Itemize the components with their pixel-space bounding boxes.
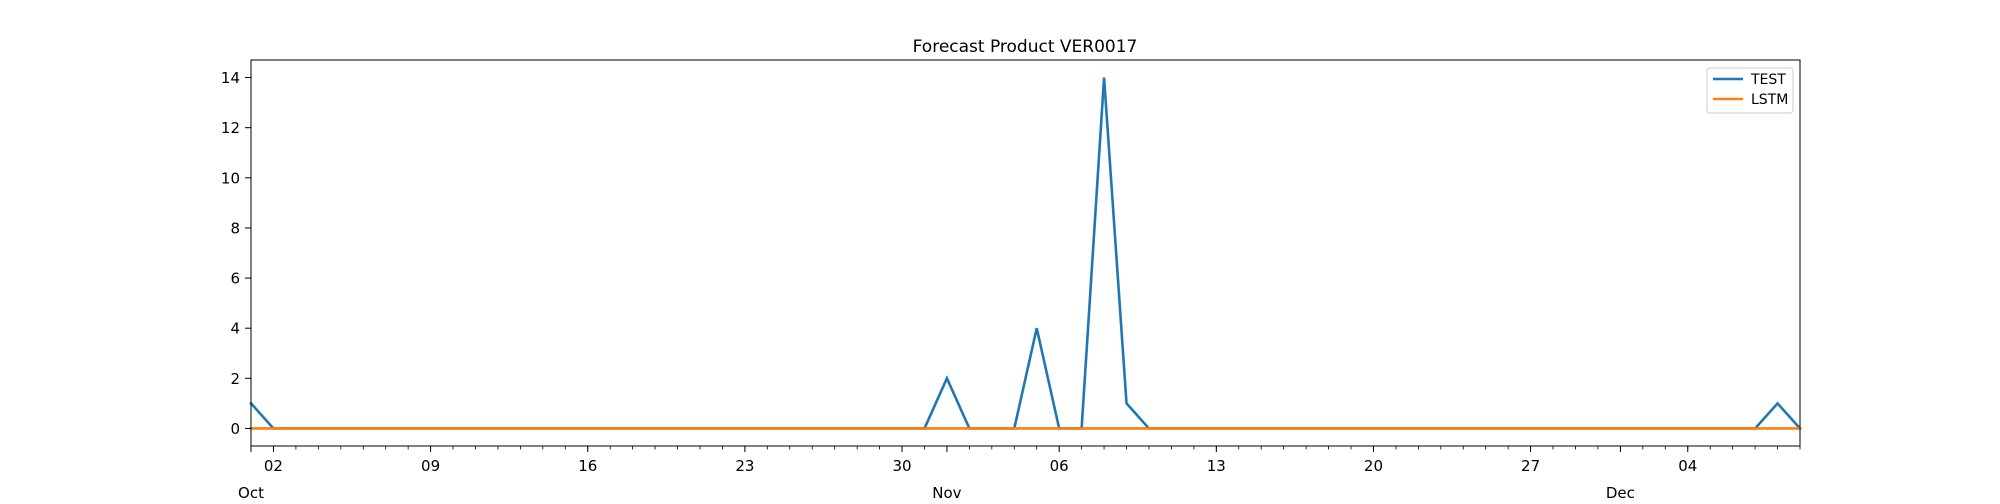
y-tick-label: 6 <box>230 270 240 288</box>
y-tick-label: 12 <box>221 119 240 137</box>
y-tick-label: 8 <box>230 219 240 237</box>
series-line-test <box>249 77 1802 431</box>
y-tick-label: 0 <box>230 420 240 438</box>
x-tick-label: 16 <box>578 457 597 475</box>
x-tick-label: 06 <box>1050 457 1069 475</box>
legend-label-lstm: LSTM <box>1751 92 1788 108</box>
x-tick-label: 13 <box>1207 457 1226 475</box>
x-month-label: Oct <box>238 484 264 500</box>
plot-area <box>249 77 1802 431</box>
x-month-label: Dec <box>1606 484 1635 500</box>
y-tick-label: 10 <box>221 169 240 187</box>
x-tick-label: 09 <box>421 457 440 475</box>
legend-label-test: TEST <box>1750 72 1786 88</box>
x-tick-label: 27 <box>1521 457 1540 475</box>
x-tick-label: 20 <box>1364 457 1383 475</box>
chart-title: Forecast Product VER0017 <box>913 37 1138 57</box>
x-tick-label: 04 <box>1678 457 1697 475</box>
x-tick-label: 30 <box>892 457 911 475</box>
y-tick-label: 4 <box>230 320 240 338</box>
x-tick-label: 02 <box>264 457 283 475</box>
y-tick-label: 14 <box>221 69 240 87</box>
y-tick-label: 2 <box>230 370 240 388</box>
x-tick-label: 23 <box>735 457 754 475</box>
legend: TEST LSTM <box>1706 67 1794 114</box>
axes-frame <box>250 59 1801 447</box>
x-month-label: Nov <box>932 484 961 500</box>
